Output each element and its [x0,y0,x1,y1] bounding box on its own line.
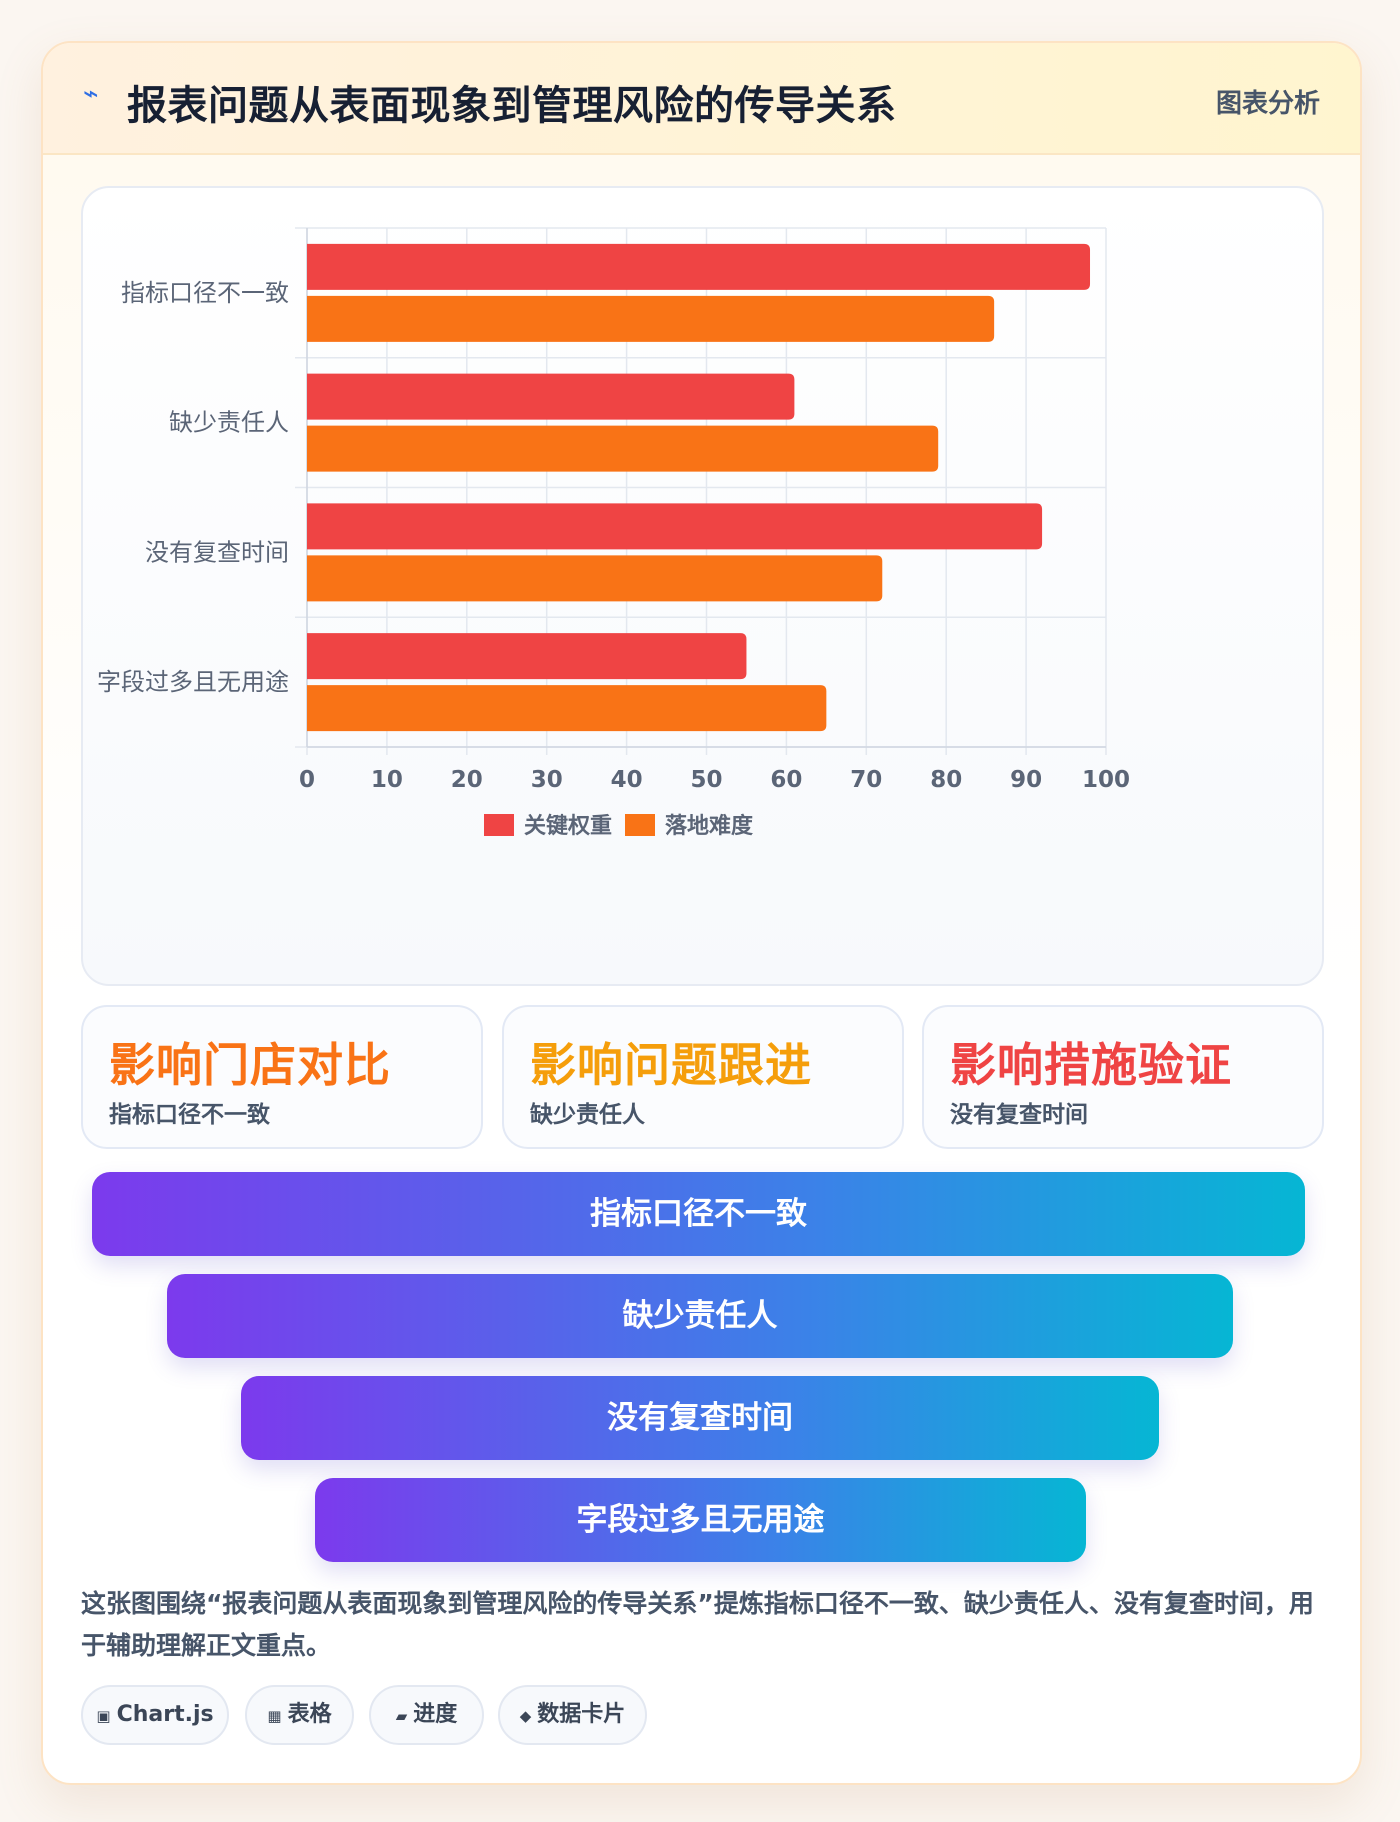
legend-label: 落地难度 [665,813,754,839]
chart-card: ⌁ 报表问题从表面现象到管理风险的传导关系 图表分析 指标口径不一致 缺少责任人没… [41,41,1362,1785]
funnel-step-1: 指标口径不一致 [92,1172,1305,1256]
bar-key-weight [307,633,747,680]
y-tick-label: 缺少责任人 [169,409,289,437]
x-tick-label: 80 [930,767,962,793]
tag-progress[interactable]: ▰ 进度 [369,1685,484,1745]
stat-title: 影响措施验证 [950,1038,1232,1092]
legend-swatch [625,814,655,836]
funnel-step-3: 没有复查时间 [241,1376,1159,1460]
page-title: 报表问题从表面现象到管理风险的传导关系 [127,83,897,129]
x-tick-label: 30 [531,767,563,793]
tag-label: 数据卡片 [537,1702,626,1727]
bar-implementation-difficulty [307,685,827,732]
tag-chartjs[interactable]: ▣ Chart.js [81,1685,229,1745]
bar-key-weight [307,243,1091,290]
y-tick-label: 没有复查时间 [145,538,289,566]
x-tick-label: 40 [611,767,643,793]
tag-label: 进度 [413,1702,458,1727]
bar-implementation-difficulty [307,425,939,472]
x-tick-label: 70 [850,767,882,793]
stat-card-measure-verification: 影响措施验证 没有复查时间 [922,1005,1324,1149]
legend-swatch [484,814,514,836]
legend-label: 关键权重 [524,813,612,839]
chart-analysis-badge: 图表分析 [1215,89,1320,119]
bar-implementation-difficulty [307,555,883,602]
card-header: ⌁ 报表问题从表面现象到管理风险的传导关系 图表分析 [43,43,1360,155]
x-tick-label: 90 [1010,767,1042,793]
stat-title: 影响门店对比 [109,1038,391,1092]
stat-subtitle: 缺少责任人 [530,1102,645,1128]
progress-icon: ▰ [395,1707,408,1725]
y-tick-label: 指标口径不一致 [121,279,289,307]
diamond-icon: ◆ [519,1707,532,1725]
x-tick-label: 60 [770,767,802,793]
tag-table[interactable]: ▦ 表格 [245,1685,354,1745]
x-tick-label: 20 [451,767,483,793]
bar-key-weight [307,373,795,420]
bar-chart-panel: 指标口径不一致缺少责任人没有复查时间字段过多且无用途 0 10 20 30 40 50 60 7… [81,186,1324,986]
stat-cards: 影响门店对比 指标口径不一致 影响问题跟进 缺少责任人 影响措施验证 没有复查时… [81,1005,1324,1149]
x-tick-label: 10 [371,767,403,793]
x-tick-label: 50 [690,767,722,793]
tag-label: 表格 [287,1702,332,1727]
y-tick-label: 字段过多且无用途 [97,668,289,696]
bar-implementation-difficulty [307,295,995,342]
chart-description: 这张图围绕“报表问题从表面现象到管理风险的传导关系”提炼指标口径不一致、缺少责任… [81,1589,1314,1660]
x-tick-label: 100 [1082,767,1130,793]
bolt-icon: ⌁ [83,79,99,109]
bar-key-weight [307,503,1043,550]
table-icon: ▦ [267,1707,282,1725]
x-tick-label: 0 [299,767,315,793]
stat-subtitle: 指标口径不一致 [109,1102,270,1128]
tag-label: Chart.js [116,1702,214,1727]
tag-data-card[interactable]: ◆ 数据卡片 [498,1685,647,1745]
funnel-step-4: 字段过多且无用途 [315,1478,1086,1562]
stat-subtitle: 没有复查时间 [950,1102,1088,1128]
stat-title: 影响问题跟进 [530,1038,812,1092]
funnel-step-2: 缺少责任人 [167,1274,1233,1358]
chip-icon: ▣ [96,1707,111,1725]
stat-card-issue-followup: 影响问题跟进 缺少责任人 [502,1005,904,1149]
stat-card-store-comparison: 影响门店对比 指标口径不一致 [81,1005,483,1149]
